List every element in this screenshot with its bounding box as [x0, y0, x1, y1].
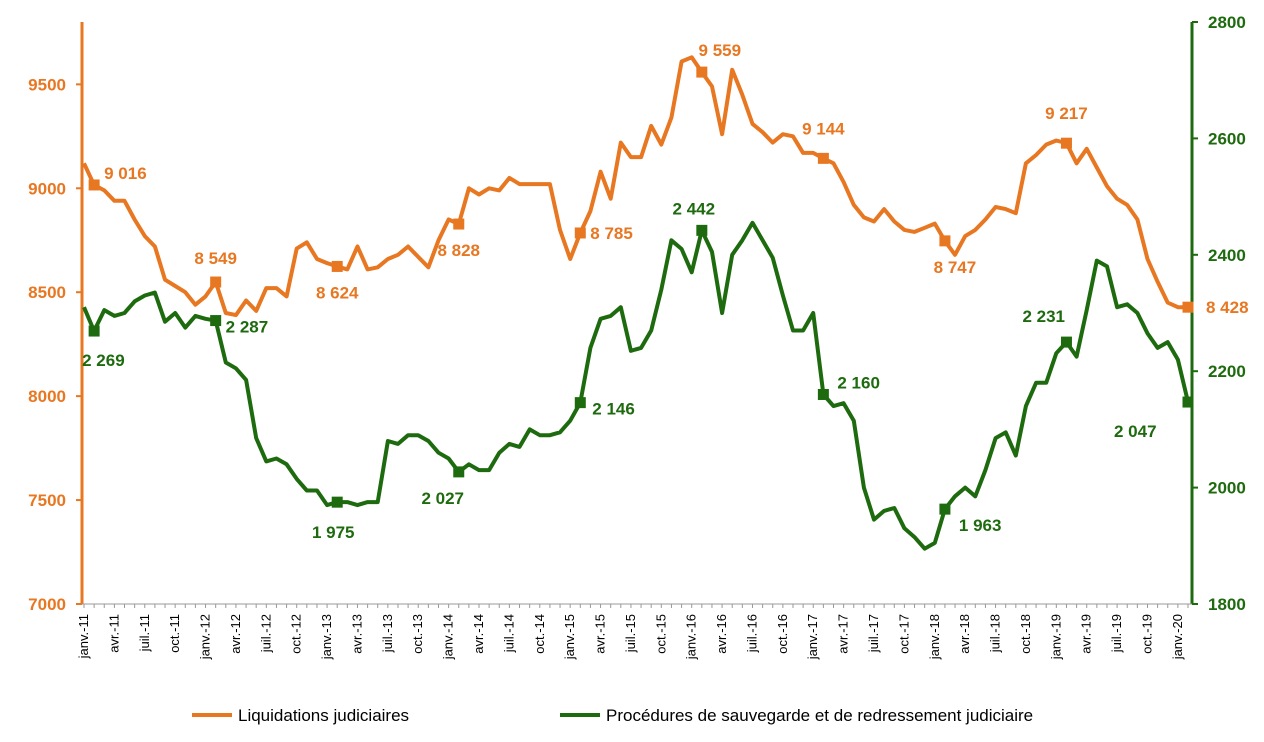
- x-tick-label: janv.-15: [562, 614, 577, 660]
- right-tick-label: 1800: [1208, 595, 1246, 614]
- x-tick-label: janv.-16: [684, 614, 699, 660]
- plot-area: 7000 7500 8000 8500 9000 9500 1800 2000 2200 2400…: [28, 13, 1248, 660]
- left-tick-label: 8000: [28, 387, 66, 406]
- data-label: 8 828: [437, 241, 480, 260]
- x-tick-label: oct.-19: [1139, 614, 1154, 654]
- data-marker: [210, 315, 222, 327]
- left-tick-label: 7000: [28, 595, 66, 614]
- data-label: 8 624: [316, 283, 359, 302]
- x-tick-label: oct.-15: [653, 614, 668, 654]
- data-marker: [1060, 137, 1072, 149]
- x-tick-label: oct.-16: [775, 614, 790, 654]
- legend-label: Procédures de sauvegarde et de redressem…: [606, 706, 1033, 725]
- left-tick-label: 9500: [28, 75, 66, 94]
- data-label: 9 144: [802, 119, 845, 138]
- data-label: 8 785: [590, 224, 633, 243]
- x-tick-label: avr.-14: [471, 614, 486, 654]
- series-line-procedures: [82, 220, 1190, 551]
- x-tick-label: avr.-13: [349, 614, 364, 654]
- data-marker: [210, 276, 222, 288]
- legend: Liquidations judiciaires Procédures de sa…: [192, 706, 1033, 725]
- right-tick-label: 2800: [1208, 13, 1246, 32]
- x-tick-label: avr.-12: [228, 614, 243, 654]
- x-tick-label: avr.-16: [714, 614, 729, 654]
- data-label: 2 160: [837, 373, 880, 392]
- x-tick-label: juil.-15: [623, 614, 638, 653]
- x-tick-label: juil.-11: [137, 614, 152, 652]
- x-tick-label: avr.-18: [957, 614, 972, 654]
- data-marker: [331, 260, 343, 272]
- x-tick-label: oct.-18: [1018, 614, 1033, 654]
- data-marker: [574, 397, 586, 409]
- legend-label: Liquidations judiciaires: [238, 706, 409, 725]
- data-label: 2 287: [226, 318, 269, 337]
- x-tick-label: janv.-13: [319, 614, 334, 660]
- x-tick-label: juil.-14: [501, 614, 516, 653]
- x-tick-label: juil.-16: [744, 614, 759, 653]
- x-tick-label: juil.-17: [866, 614, 881, 653]
- x-tick-label: avr.-19: [1079, 614, 1094, 654]
- x-tick-label: janv.-12: [198, 614, 213, 660]
- data-label: 2 027: [421, 489, 464, 508]
- x-tick-label: juil.-13: [380, 614, 395, 653]
- x-tick-label: avr.-15: [593, 614, 608, 654]
- data-marker: [453, 466, 465, 478]
- right-tick-label: 2400: [1208, 246, 1246, 265]
- data-label: 1 975: [312, 523, 355, 542]
- data-label: 1 963: [959, 516, 1002, 535]
- x-tick-label: janv.-19: [1048, 614, 1063, 660]
- data-marker: [696, 66, 708, 78]
- x-tick-label: janv.-20: [1170, 614, 1185, 660]
- right-tick-label: 2600: [1208, 129, 1246, 148]
- x-tick-label: janv.-14: [441, 614, 456, 660]
- data-label: 9 217: [1045, 104, 1088, 123]
- data-marker: [453, 218, 465, 230]
- left-tick-label: 9000: [28, 179, 66, 198]
- data-label: 9 016: [104, 164, 147, 183]
- x-tick-label: janv.-11: [76, 614, 91, 659]
- left-tick-label: 8500: [28, 283, 66, 302]
- data-label: 2 231: [1022, 307, 1065, 326]
- data-label: 2 442: [673, 199, 716, 218]
- data-marker: [817, 388, 829, 400]
- right-tick-label: 2200: [1208, 362, 1246, 381]
- data-label: 2 047: [1114, 422, 1157, 441]
- x-tick-label: juil.-12: [258, 614, 273, 653]
- right-tick-label: 2000: [1208, 479, 1246, 498]
- x-tick-label: juil.-18: [988, 614, 1003, 653]
- data-label: 2 269: [82, 351, 125, 370]
- data-label: 9 559: [699, 41, 742, 60]
- data-marker: [331, 496, 343, 508]
- data-label: 8 747: [934, 258, 977, 277]
- x-tick-label: oct.-13: [410, 614, 425, 654]
- x-tick-label: avr.-17: [836, 614, 851, 654]
- series-line-liquidations: [82, 55, 1188, 318]
- data-label: 2 146: [592, 400, 635, 419]
- data-marker: [939, 503, 951, 515]
- x-tick-label: janv.-17: [805, 614, 820, 660]
- data-marker: [1060, 336, 1072, 348]
- x-tick-label: avr.-11: [106, 614, 121, 653]
- data-label: 8 549: [194, 249, 237, 268]
- x-tick-label: oct.-17: [896, 614, 911, 654]
- data-marker: [817, 152, 829, 164]
- x-tick-label: janv.-18: [927, 614, 942, 660]
- data-marker: [696, 224, 708, 236]
- x-tick-label: juil.-19: [1109, 614, 1124, 653]
- data-marker: [939, 235, 951, 247]
- data-marker: [1182, 301, 1194, 313]
- data-marker: [88, 325, 100, 337]
- x-tick-label: oct.-11: [167, 614, 182, 653]
- data-label: 8 428: [1206, 298, 1249, 317]
- data-marker: [88, 179, 100, 191]
- data-marker: [574, 227, 586, 239]
- x-tick-label: oct.-12: [289, 614, 304, 654]
- data-marker: [1182, 396, 1194, 408]
- x-tick-label: oct.-14: [532, 614, 547, 654]
- left-tick-label: 7500: [28, 491, 66, 510]
